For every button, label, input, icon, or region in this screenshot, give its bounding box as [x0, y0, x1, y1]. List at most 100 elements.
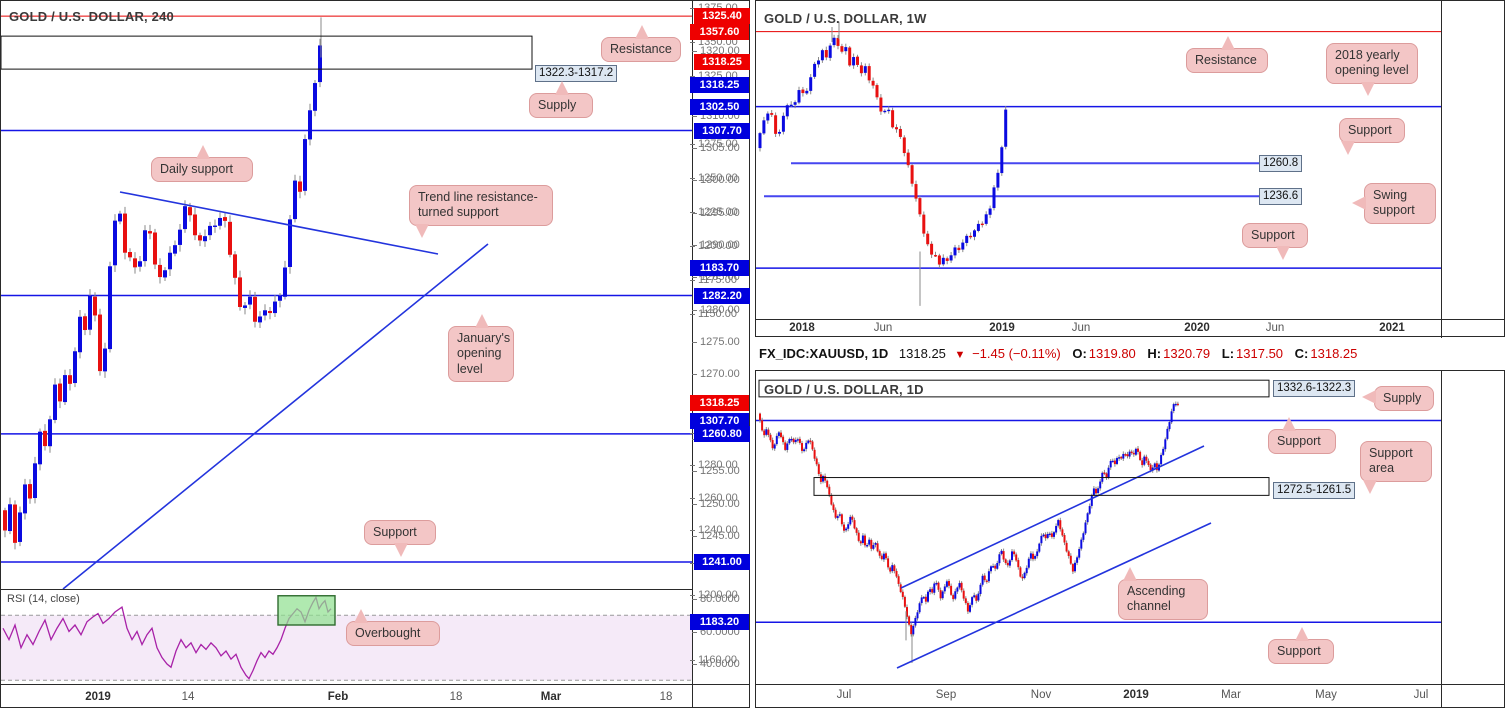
y-axis-label: 1250.00: [690, 172, 738, 184]
price-plot-1w[interactable]: [756, 1, 1441, 319]
callout-tail: [1352, 196, 1366, 211]
price-axis-separator: [692, 1, 693, 708]
y-axis-label: 1260.00: [690, 491, 738, 504]
chart-title-1d: GOLD / U.S. DOLLAR, 1D: [764, 382, 924, 397]
rsi-axis-label: 40.0000: [692, 658, 740, 670]
ticker-change: −1.45 (−0.11%): [972, 346, 1061, 361]
rsi-pane-separator[interactable]: [1, 589, 692, 590]
y-axis-label: 1275.00: [690, 138, 738, 150]
chart-panel-gold-1d[interactable]: GOLD / U.S. DOLLAR, 1D 1300.001280.00126…: [690, 370, 1505, 708]
callout-trend-line-resistance-turned-support[interactable]: Trend line resistance-turned support: [409, 185, 553, 238]
y-axis-label: 1225.00: [690, 206, 738, 218]
callout-tail: [196, 145, 210, 159]
chart-title-1w: GOLD / U.S. DOLLAR, 1W: [764, 11, 927, 26]
y-axis-label: 1240.00: [690, 524, 738, 537]
price-badge-1282.20: 1282.20: [694, 287, 750, 304]
callout-tail: [1295, 627, 1309, 641]
zone-box-supply-zone-1332-6-1322-3[interactable]: [758, 379, 1270, 398]
chart-panel-gold-1w[interactable]: GOLD / U.S. DOLLAR, 1W 1375.001350.00132…: [690, 0, 1505, 338]
callout-tail: [394, 543, 408, 558]
ticker-close-value: 1318.25: [1310, 346, 1358, 361]
zone-label-1332-6-1322-3[interactable]: 1332.6-1322.3: [1273, 380, 1356, 397]
price-badge-1183.70: 1183.70: [690, 260, 749, 277]
callout-tail: [1361, 81, 1376, 96]
y-axis-label: 1200.00: [690, 240, 738, 252]
callout-ascending-channel[interactable]: Ascending channel: [1118, 567, 1208, 620]
trendline-ascending-trendline[interactable]: [62, 243, 489, 589]
ticker-last-price: 1318.25: [898, 346, 946, 361]
y-axis-label: 1270.00: [692, 368, 740, 381]
zone-label-1322-3-1317-2[interactable]: 1322.3-1317.2: [535, 65, 618, 82]
rsi-label: RSI (14, close): [7, 593, 80, 605]
callout-support-area[interactable]: Support area: [1360, 441, 1432, 494]
x-axis-label: 2018: [789, 322, 815, 334]
price-plot-1d[interactable]: [756, 371, 1441, 684]
callout-january-s-opening-level[interactable]: January's opening level: [448, 314, 514, 382]
overbought-highlight-box[interactable]: [277, 595, 336, 626]
x-axis-label: Mar: [540, 691, 562, 703]
x-axis-label: Jun: [1071, 322, 1091, 334]
ticker-bar: FX_IDC:XAUUSD, 1D 1318.25 ▼ −1.45 (−0.11…: [759, 338, 1505, 371]
time-axis-separator: [1, 684, 749, 685]
callout-tail: [1122, 567, 1137, 581]
x-axis-label: 2019: [85, 691, 111, 703]
callout-support[interactable]: Support: [1339, 118, 1405, 156]
zone-box-supply-zone-1322-3-1317-2[interactable]: [1, 35, 533, 70]
zone-label-1236-6[interactable]: 1236.6: [1259, 188, 1303, 205]
candles-layer: [759, 401, 1179, 664]
price-badge-1318.25: 1318.25: [694, 54, 750, 71]
x-axis-label: 2019: [989, 322, 1015, 334]
callout-support[interactable]: Support: [1242, 223, 1308, 261]
callout-resistance[interactable]: Resistance: [601, 25, 681, 63]
rsi-axis-label: 80.0000: [692, 593, 740, 605]
y-axis-label: 1250.00: [692, 497, 740, 510]
callout-2018-yearly-opening-level[interactable]: 2018 yearly opening level: [1326, 43, 1418, 96]
callout-tail: [1221, 36, 1235, 50]
callout-overbought[interactable]: Overbought: [346, 609, 440, 647]
x-axis-label: Jul: [836, 689, 852, 701]
callout-support[interactable]: Support: [364, 520, 436, 558]
callout-swing-support[interactable]: Swing support: [1352, 183, 1436, 224]
y-axis-label: 1290.00: [692, 239, 740, 252]
zone-box-support-area-1272-5-1261-5[interactable]: [813, 477, 1270, 496]
zone-label-1260-8[interactable]: 1260.8: [1259, 155, 1303, 172]
ticker-open-value: 1319.80: [1088, 346, 1136, 361]
y-axis-label: 1160.00: [690, 653, 737, 666]
ticker-symbol[interactable]: FX_IDC:XAUUSD, 1D: [759, 346, 889, 361]
y-axis-label: 1280.00: [690, 459, 738, 472]
callout-supply[interactable]: Supply: [1362, 386, 1434, 412]
chart-panel-gold-240[interactable]: GOLD / U.S. DOLLAR, 240 RSI (14, close) …: [0, 0, 750, 708]
callout-tail: [1282, 417, 1297, 431]
zone-label-1272-5-1261-5[interactable]: 1272.5-1261.5: [1273, 482, 1356, 499]
callout-resistance[interactable]: Resistance: [1186, 36, 1268, 74]
ticker-low-value: 1317.50: [1236, 346, 1284, 361]
price-plot-240[interactable]: [1, 1, 692, 589]
x-axis-label: May: [1315, 689, 1337, 701]
ticker-low-label: L:: [1221, 346, 1235, 361]
x-axis-label: Jun: [873, 322, 893, 334]
trendline-descending-trendline[interactable]: [119, 191, 439, 255]
trendline-channel-lower[interactable]: [896, 522, 1212, 669]
callout-support[interactable]: Support: [1268, 627, 1334, 665]
price-badge-1357.60: 1357.60: [690, 23, 749, 40]
callout-daily-support[interactable]: Daily support: [151, 145, 253, 183]
candles-layer: [3, 17, 322, 550]
x-axis-label: Jun: [1265, 322, 1285, 334]
x-axis-label: 2019: [1123, 689, 1149, 701]
callout-supply[interactable]: Supply: [529, 81, 593, 119]
price-axis-separator: [1441, 371, 1442, 708]
callout-tail: [1362, 479, 1377, 494]
trendline-channel-upper[interactable]: [900, 445, 1205, 589]
callout-tail: [1362, 390, 1376, 405]
y-axis-label: 1150.00: [690, 308, 737, 320]
callout-tail: [475, 314, 489, 328]
price-axis-separator: [1441, 1, 1442, 338]
x-axis-label: Mar: [1221, 689, 1241, 701]
callout-tail: [555, 81, 569, 95]
callout-tail: [1340, 141, 1355, 156]
x-axis-label: 2020: [1184, 322, 1210, 334]
time-axis-separator: [756, 684, 1504, 685]
callout-tail: [635, 25, 649, 39]
y-axis-label: 1275.00: [692, 336, 740, 349]
callout-support[interactable]: Support: [1268, 417, 1336, 455]
